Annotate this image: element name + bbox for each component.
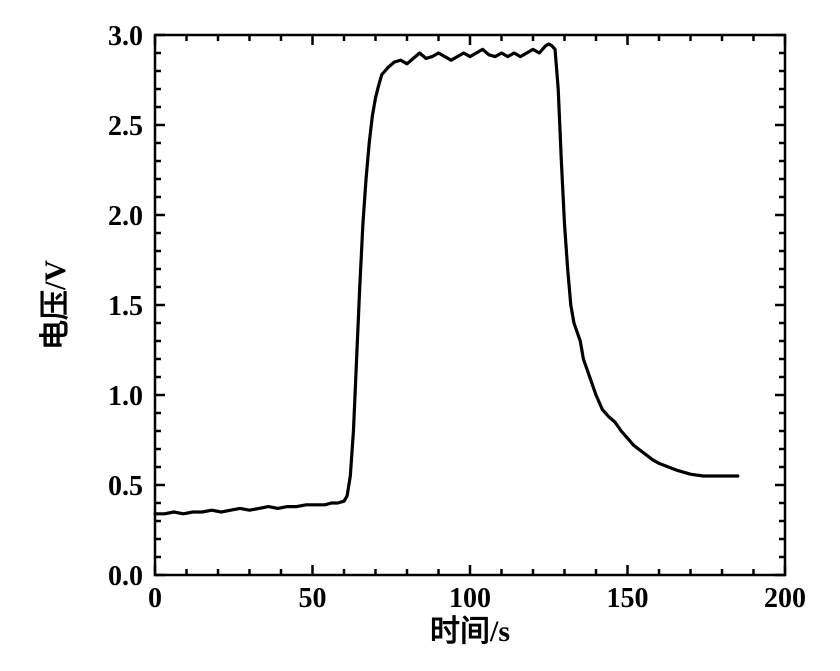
y-tick-label: 0.5 (108, 471, 143, 502)
voltage-time-line-chart: 0 50 100 150 200 0.0 0.5 1.0 1.5 2.0 2.5 3.0 时间/s 电压/… (0, 0, 840, 671)
y-axis-label: 电压/V (39, 260, 72, 350)
x-tick-label: 200 (764, 583, 806, 614)
y-tick-label: 1.0 (108, 381, 143, 412)
y-tick-label: 2.0 (108, 201, 143, 232)
y-tick-label: 3.0 (108, 21, 143, 52)
y-tick-label: 1.5 (108, 291, 143, 322)
x-axis-label: 时间/s (430, 615, 510, 648)
x-tick-label: 100 (449, 583, 491, 614)
chart-svg: 0 50 100 150 200 0.0 0.5 1.0 1.5 2.0 2.5 3.0 时间/s 电压/… (0, 0, 840, 671)
x-tick-label: 150 (607, 583, 649, 614)
y-tick-label: 0.0 (108, 561, 143, 592)
x-tick-label: 0 (148, 583, 162, 614)
y-tick-label: 2.5 (108, 111, 143, 142)
x-tick-label: 50 (299, 583, 327, 614)
